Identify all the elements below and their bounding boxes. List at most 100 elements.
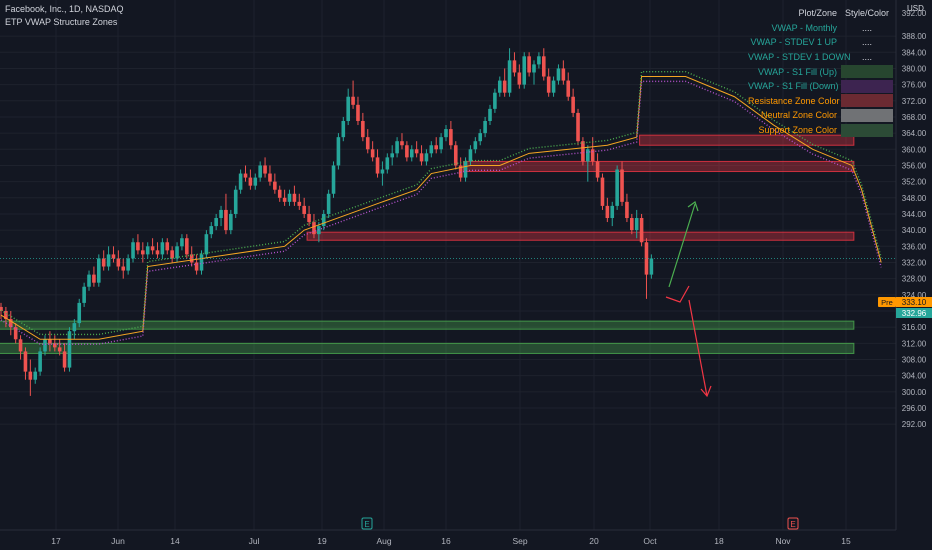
time-tick-label: Aug <box>376 536 391 546</box>
last-price-bg <box>896 308 932 318</box>
candle-body <box>170 250 174 259</box>
candle-body <box>517 72 522 85</box>
candle-body <box>292 193 297 202</box>
candle-body <box>625 201 629 219</box>
candle-body <box>224 209 228 231</box>
candle-body <box>326 193 331 214</box>
candle-body <box>101 258 106 267</box>
time-tick-label: Oct <box>643 536 657 546</box>
candle-body <box>43 339 47 352</box>
candle-body <box>512 60 517 73</box>
candle-body <box>590 149 595 162</box>
candle-body <box>395 141 399 154</box>
symbol-title[interactable]: Facebook, Inc., 1D, NASDAQ <box>5 4 124 14</box>
price-tick-label: 308.00 <box>902 356 927 365</box>
price-tick-label: 348.00 <box>902 194 927 203</box>
candle-body <box>541 56 546 77</box>
candle-body <box>57 347 62 352</box>
candle-body <box>131 242 135 259</box>
time-axis-bg <box>0 530 896 550</box>
legend-color-swatch <box>841 79 893 93</box>
earnings-marker-label: E <box>790 520 795 529</box>
earnings-marker[interactable] <box>361 517 373 530</box>
legend-color-swatch <box>841 123 893 137</box>
candle-body <box>370 149 375 158</box>
support-zone <box>0 320 855 330</box>
candle-body <box>28 371 33 380</box>
time-tick-label: 17 <box>51 536 61 546</box>
candle-body <box>282 197 287 202</box>
candle-body <box>576 112 580 142</box>
resistance-zone <box>463 160 855 173</box>
candle-body <box>620 169 624 202</box>
candle-body <box>175 246 179 259</box>
time-tick-label: Jun <box>111 536 125 546</box>
candle-body <box>546 76 551 93</box>
candle-body <box>214 218 218 227</box>
candle-body <box>630 218 634 231</box>
candle-body <box>380 169 385 174</box>
legend-row: Resistance Zone Color <box>748 94 896 109</box>
candle-body <box>336 137 341 166</box>
time-tick-label: 16 <box>441 536 451 546</box>
candle-body <box>375 157 380 174</box>
candle-body <box>243 173 248 178</box>
price-tick-label: 332.00 <box>902 258 927 267</box>
price-tick-label: 300.00 <box>902 388 927 397</box>
candle-body <box>439 137 443 150</box>
candle-body <box>605 205 610 219</box>
candle-body <box>312 222 316 235</box>
price-axis[interactable]: 292.00 296.00 300.00 304.00 308.00 312.00 316.… <box>895 0 932 550</box>
candle-body <box>297 201 302 206</box>
candle-body <box>121 266 126 271</box>
candle-body <box>351 96 355 105</box>
legend-row: Support Zone Color <box>748 123 896 138</box>
legend-style-value: .... <box>861 52 872 63</box>
candle-body <box>507 60 512 93</box>
candle-body <box>473 141 478 150</box>
time-tick-label: Sep <box>512 536 527 546</box>
candle-body <box>263 165 267 174</box>
time-axis[interactable]: 17 Jun 14 Jul 19 Aug 16 Sep 20 Oct 18 Nov 15 <box>0 529 896 550</box>
candle-body <box>307 213 311 223</box>
candle-body <box>82 286 86 303</box>
candle-body <box>72 323 77 332</box>
vwap-stdev-down-line <box>0 80 882 345</box>
candle-body <box>33 371 38 380</box>
indicator-title[interactable]: ETP VWAP Structure Zones <box>5 17 118 27</box>
candle-body <box>194 262 199 271</box>
price-tick-label: 356.00 <box>902 161 927 170</box>
candle-body <box>331 165 336 194</box>
legend-color-swatch <box>841 65 893 79</box>
candle-body <box>209 226 214 235</box>
candle-body <box>150 246 155 251</box>
candle-body <box>463 161 468 178</box>
candle-body <box>600 177 605 206</box>
legend-color-swatch <box>841 108 893 122</box>
candle-body <box>248 177 253 186</box>
candle-body <box>527 56 531 73</box>
price-tick-label: 304.00 <box>902 372 927 381</box>
candle-body <box>111 254 116 259</box>
candle-body <box>586 149 590 162</box>
candle-body <box>165 242 170 251</box>
candle-body <box>409 149 414 158</box>
candle-body <box>116 258 121 267</box>
legend-row-name: VWAP - Monthly <box>771 22 837 33</box>
candle-body <box>13 327 18 340</box>
candle-body <box>126 258 130 271</box>
candle-body <box>141 250 145 255</box>
earnings-marker[interactable] <box>787 517 799 530</box>
candle-body <box>204 234 209 255</box>
candle-body <box>571 96 575 113</box>
candle-body <box>18 339 23 352</box>
legend-col2-header: Style/Color <box>844 8 889 19</box>
price-tick-label: 380.00 <box>902 64 927 73</box>
time-tick-label: Jul <box>249 536 260 546</box>
candle-body <box>287 193 292 202</box>
candle-body <box>385 157 390 170</box>
candle-body <box>458 165 463 178</box>
candle-body <box>556 68 561 81</box>
